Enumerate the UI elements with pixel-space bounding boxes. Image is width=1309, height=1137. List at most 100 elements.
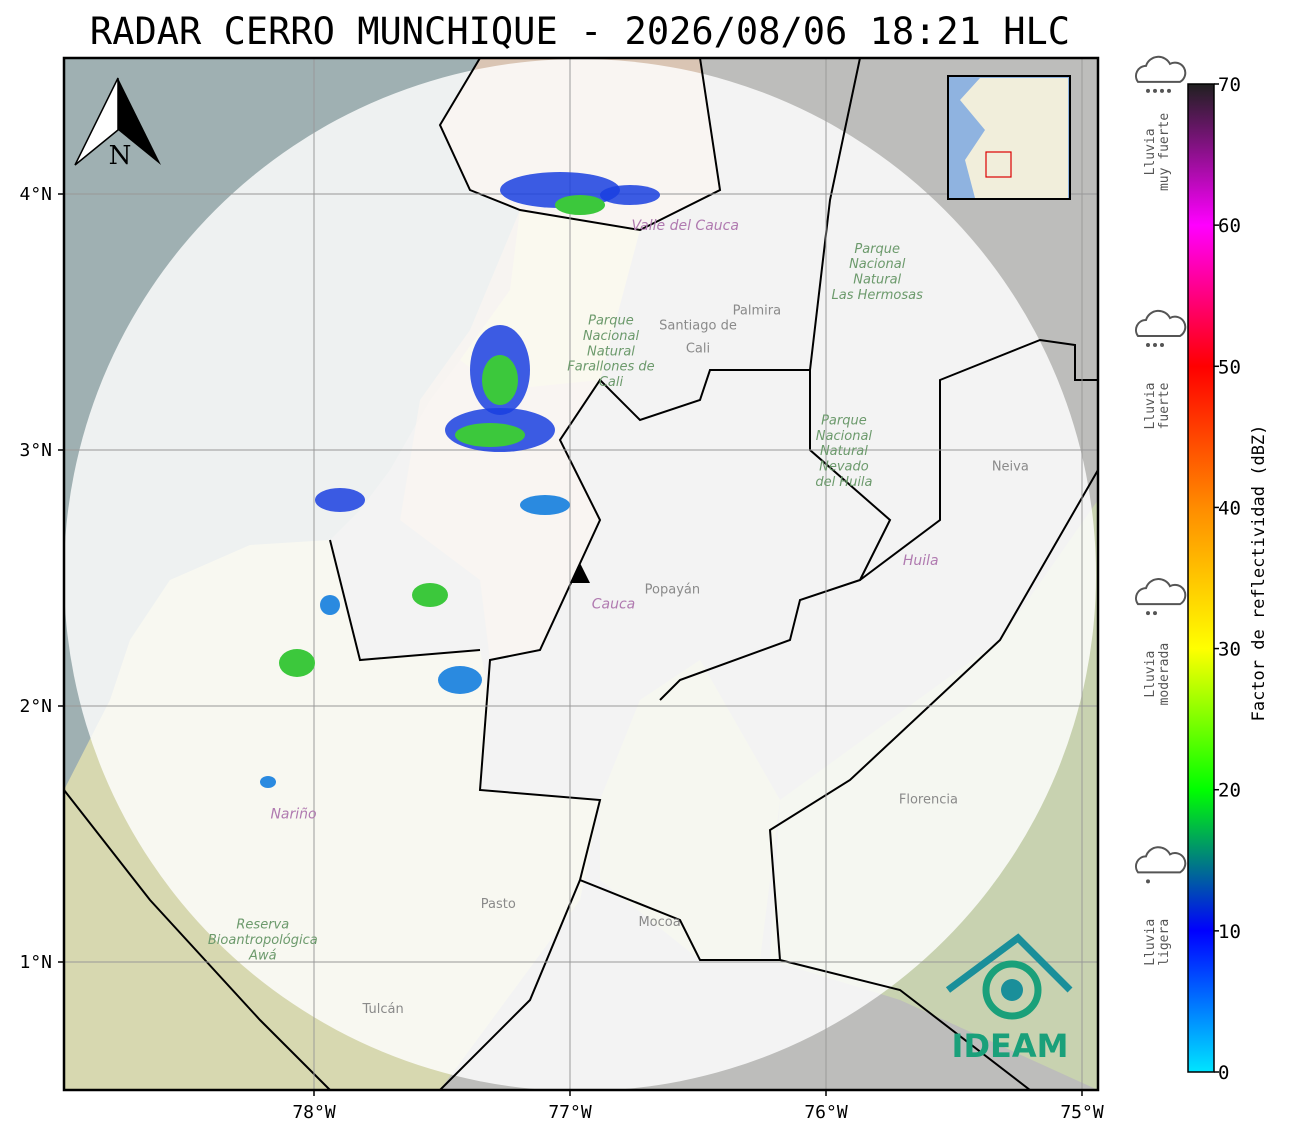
rain-level-label: moderada — [1157, 643, 1172, 706]
border — [779, 959, 1031, 1090]
place-label: Mocoa — [638, 915, 680, 930]
place-label: Cauca — [592, 597, 636, 613]
rain-level-label: Lluvia — [1143, 382, 1158, 429]
echo — [455, 423, 525, 447]
place-label: Cali — [599, 375, 624, 390]
place-label: Natural — [853, 273, 901, 288]
place-label: Florencia — [899, 792, 958, 807]
rain-level-label: ligera — [1157, 919, 1172, 966]
place-label: Popayán — [645, 582, 700, 597]
drop — [1160, 88, 1164, 93]
drop — [1167, 88, 1171, 93]
place-label: Nacional — [583, 329, 640, 344]
lat-tick-label: 1°N — [19, 952, 52, 973]
colorbar-tick-label: 30 — [1218, 639, 1241, 661]
logo-text: IDEAM — [952, 1027, 1069, 1065]
place-label: Santiago de — [659, 319, 737, 334]
place-label: Nevado — [819, 459, 869, 474]
axis-ticks: 78°W 77°W 76°W 75°W 4°N 3°N 2°N 1°N — [19, 184, 1103, 1123]
place-label: Farallones de — [567, 360, 654, 375]
place-label: Cali — [686, 342, 710, 357]
echo — [482, 355, 518, 405]
place-labels: Santiago de Cali Palmira Popayán Neiva Floren… — [208, 218, 1029, 1017]
place-label: Bioantropológica — [208, 933, 318, 948]
colorbar-tick-label: 50 — [1218, 356, 1241, 378]
rain-icon — [1135, 309, 1187, 347]
border — [329, 539, 481, 662]
place-label: Palmira — [733, 303, 781, 318]
place-label: Tulcán — [362, 1002, 404, 1017]
lon-tick-label: 76°W — [804, 1102, 848, 1123]
colorbar: 0 10 20 30 40 50 60 70 Factor de reflectividad (… — [1187, 74, 1269, 1084]
colorbar-tick-label: 0 — [1218, 1062, 1229, 1084]
echo — [279, 649, 315, 677]
graticule — [64, 58, 1098, 1090]
lon-tick-label: 77°W — [548, 1102, 592, 1123]
logo-eye — [1001, 979, 1023, 1001]
echo — [555, 195, 605, 215]
rain-level-label: Lluvia — [1143, 128, 1158, 175]
echo — [600, 185, 660, 205]
drop — [1153, 88, 1157, 93]
map-frame — [62, 56, 1100, 1092]
rain-level-label: Lluvia — [1143, 651, 1158, 698]
drop — [1146, 879, 1150, 884]
echo — [315, 488, 365, 512]
drop — [1146, 88, 1150, 93]
place-label: Reserva — [236, 918, 289, 933]
border — [659, 370, 892, 701]
border — [64, 789, 331, 1090]
north-label: N — [109, 141, 132, 171]
lon-tick-label: 78°W — [292, 1102, 336, 1123]
place-label: Valle del Cauca — [631, 218, 738, 234]
rain-level-label: Lluvia — [1143, 919, 1158, 966]
rain-level-label: muy fuerte — [1157, 113, 1172, 191]
place-label: Awá — [248, 948, 277, 963]
drop — [1146, 611, 1150, 616]
rain-icon — [1135, 55, 1187, 93]
colorbar-tick-label: 70 — [1218, 74, 1241, 96]
border — [438, 58, 722, 232]
place-label: Parque — [854, 242, 900, 257]
border — [439, 879, 581, 1090]
place-label: Nacional — [849, 257, 906, 272]
inset-extent — [985, 151, 1012, 178]
cloud — [1135, 578, 1187, 606]
lat-tick-label: 4°N — [19, 184, 52, 205]
logo-swirl — [982, 960, 1042, 1020]
colorbar-tick-label: 40 — [1218, 497, 1241, 519]
drop — [1153, 342, 1157, 347]
place-label: Natural — [820, 444, 868, 459]
rain-icon — [1135, 578, 1187, 616]
border — [859, 338, 1098, 581]
place-label: Natural — [587, 344, 635, 359]
place-label: Parque — [821, 413, 867, 428]
place-label: del Huila — [815, 475, 872, 490]
place-label: Huila — [903, 553, 939, 569]
echo — [260, 776, 276, 788]
arrow-right — [118, 78, 161, 165]
radar-echoes — [260, 172, 660, 788]
echo — [520, 495, 570, 515]
drop — [1153, 611, 1157, 616]
border — [478, 58, 1098, 961]
north-arrow: N — [74, 77, 161, 171]
place-label: Nacional — [816, 429, 873, 444]
title: RADAR CERRO MUNCHIQUE - 2026/08/06 18:21… — [90, 10, 1070, 53]
place-label: Pasto — [481, 897, 516, 912]
map: Santiago de Cali Palmira Popayán Neiva Floren… — [64, 58, 1098, 1090]
lon-tick-label: 75°W — [1060, 1102, 1104, 1123]
place-label: Parque — [588, 314, 634, 329]
echo — [320, 595, 340, 615]
rain-level-label: fuerte — [1157, 382, 1172, 429]
colorbar-tick-label: 20 — [1218, 780, 1241, 802]
colorbar-tick-label: 60 — [1218, 215, 1241, 237]
cloud — [1135, 309, 1187, 337]
radar-site — [570, 563, 590, 583]
cloud — [1135, 846, 1187, 874]
logo-roof — [945, 933, 1073, 993]
drop — [1146, 342, 1150, 347]
echo — [438, 666, 482, 694]
